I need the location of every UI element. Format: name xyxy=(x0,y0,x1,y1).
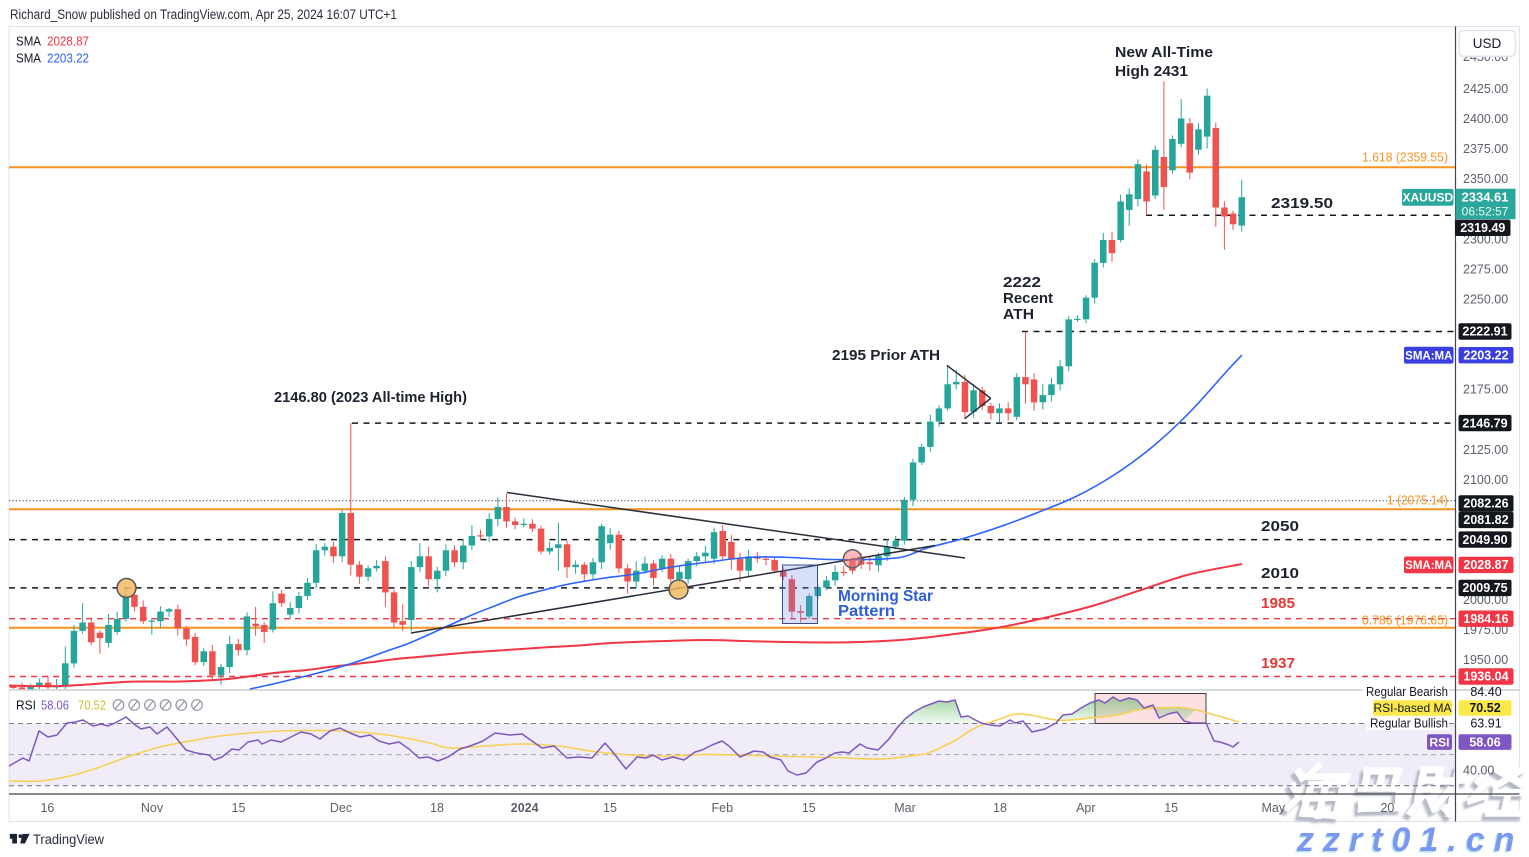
svg-text:1936.04: 1936.04 xyxy=(1463,670,1508,684)
svg-text:06:52:57: 06:52:57 xyxy=(1462,205,1509,219)
svg-text:2028.87: 2028.87 xyxy=(47,34,89,49)
svg-text:RSI-based MA: RSI-based MA xyxy=(1373,701,1451,715)
svg-text:2100.00: 2100.00 xyxy=(1463,473,1508,487)
svg-text:2425.00: 2425.00 xyxy=(1463,82,1508,96)
svg-text:Richard_Snow published on Trad: Richard_Snow published on TradingView.co… xyxy=(10,7,397,22)
svg-text:70.52: 70.52 xyxy=(1469,701,1500,715)
svg-text:2050: 2050 xyxy=(1261,519,1299,535)
svg-text:SMA: SMA xyxy=(16,34,41,49)
svg-text:2010: 2010 xyxy=(1261,566,1299,582)
svg-text:1.618 (2359.55): 1.618 (2359.55) xyxy=(1362,151,1448,165)
svg-text:Morning Star: Morning Star xyxy=(838,588,933,605)
svg-text:2319.50: 2319.50 xyxy=(1271,196,1333,212)
svg-text:2146.80 (2023 All-time High): 2146.80 (2023 All-time High) xyxy=(274,390,467,406)
svg-text:18: 18 xyxy=(430,801,444,815)
svg-text:1985: 1985 xyxy=(1261,596,1295,612)
svg-text:2275.00: 2275.00 xyxy=(1463,262,1508,276)
svg-text:2400.00: 2400.00 xyxy=(1463,112,1508,126)
svg-text:Pattern: Pattern xyxy=(838,603,895,620)
svg-text:15: 15 xyxy=(1164,801,1178,815)
svg-text:2146.79: 2146.79 xyxy=(1462,416,1507,430)
svg-text:Dec: Dec xyxy=(330,801,352,815)
svg-text:2334.61: 2334.61 xyxy=(1462,190,1509,205)
svg-text:0.786 (1976.65): 0.786 (1976.65) xyxy=(1362,614,1448,628)
svg-text:1950.00: 1950.00 xyxy=(1463,653,1508,667)
svg-text:2081.82: 2081.82 xyxy=(1463,513,1508,527)
svg-text:2195 Prior ATH: 2195 Prior ATH xyxy=(832,348,940,364)
svg-text:2009.75: 2009.75 xyxy=(1462,581,1507,595)
svg-text:zzrt01.cn: zzrt01.cn xyxy=(1296,821,1524,857)
svg-text:Mar: Mar xyxy=(894,801,916,815)
svg-text:1984.16: 1984.16 xyxy=(1463,612,1508,626)
svg-text:RSI: RSI xyxy=(16,698,36,713)
svg-text:2125.00: 2125.00 xyxy=(1463,443,1508,457)
svg-text:2024: 2024 xyxy=(511,801,539,815)
svg-text:2222: 2222 xyxy=(1003,275,1041,291)
svg-text:New All-Time: New All-Time xyxy=(1115,45,1213,61)
svg-text:2222.91: 2222.91 xyxy=(1462,325,1507,339)
svg-text:2203.22: 2203.22 xyxy=(47,51,89,66)
svg-text:XAUUSD: XAUUSD xyxy=(1402,191,1453,205)
svg-text:SMA:MA: SMA:MA xyxy=(1405,350,1452,362)
svg-text:18: 18 xyxy=(993,801,1007,815)
svg-text:2319.49: 2319.49 xyxy=(1460,221,1505,235)
svg-text:15: 15 xyxy=(603,801,617,815)
svg-text:zzrt01.cn: zzrt01.cn xyxy=(1295,823,1523,857)
svg-text:Regular Bearish: Regular Bearish xyxy=(1366,685,1448,699)
svg-text:SMA:MA: SMA:MA xyxy=(1405,560,1452,572)
svg-text:High 2431: High 2431 xyxy=(1115,64,1188,80)
svg-text:15: 15 xyxy=(232,801,246,815)
svg-text:Regular Bullish: Regular Bullish xyxy=(1370,717,1448,731)
svg-text:16: 16 xyxy=(40,801,54,815)
svg-text:USD: USD xyxy=(1473,36,1502,51)
svg-text:2028.87: 2028.87 xyxy=(1463,558,1508,572)
svg-text:2375.00: 2375.00 xyxy=(1463,142,1508,156)
svg-text:2049.90: 2049.90 xyxy=(1462,533,1507,547)
svg-text:1937: 1937 xyxy=(1261,656,1295,672)
svg-text:May: May xyxy=(1261,801,1285,815)
svg-text:ATH: ATH xyxy=(1003,307,1034,323)
svg-text:70.52: 70.52 xyxy=(78,698,106,713)
svg-text:15: 15 xyxy=(802,801,816,815)
svg-text:84.40: 84.40 xyxy=(1470,685,1501,699)
svg-text:Recent: Recent xyxy=(1003,291,1053,307)
svg-text:63.91: 63.91 xyxy=(1470,717,1501,731)
svg-text:2350.00: 2350.00 xyxy=(1463,172,1508,186)
svg-text:TradingView: TradingView xyxy=(33,831,105,847)
svg-text:2203.22: 2203.22 xyxy=(1463,348,1508,362)
svg-text:2175.00: 2175.00 xyxy=(1463,383,1508,397)
svg-text:Feb: Feb xyxy=(712,801,734,815)
svg-text:1 (2075.14): 1 (2075.14) xyxy=(1387,494,1448,508)
svg-text:20: 20 xyxy=(1380,801,1394,815)
svg-text:Apr: Apr xyxy=(1076,801,1095,815)
svg-text:2250.00: 2250.00 xyxy=(1463,292,1508,306)
svg-text:58.06: 58.06 xyxy=(41,698,69,713)
svg-text:2082.26: 2082.26 xyxy=(1463,497,1508,511)
svg-text:40.00: 40.00 xyxy=(1463,764,1494,778)
svg-text:58.06: 58.06 xyxy=(1469,735,1500,749)
svg-text:RSI: RSI xyxy=(1429,735,1449,749)
svg-text:SMA: SMA xyxy=(16,51,41,66)
svg-text:Nov: Nov xyxy=(141,801,164,815)
svg-text:2000.00: 2000.00 xyxy=(1463,593,1508,607)
